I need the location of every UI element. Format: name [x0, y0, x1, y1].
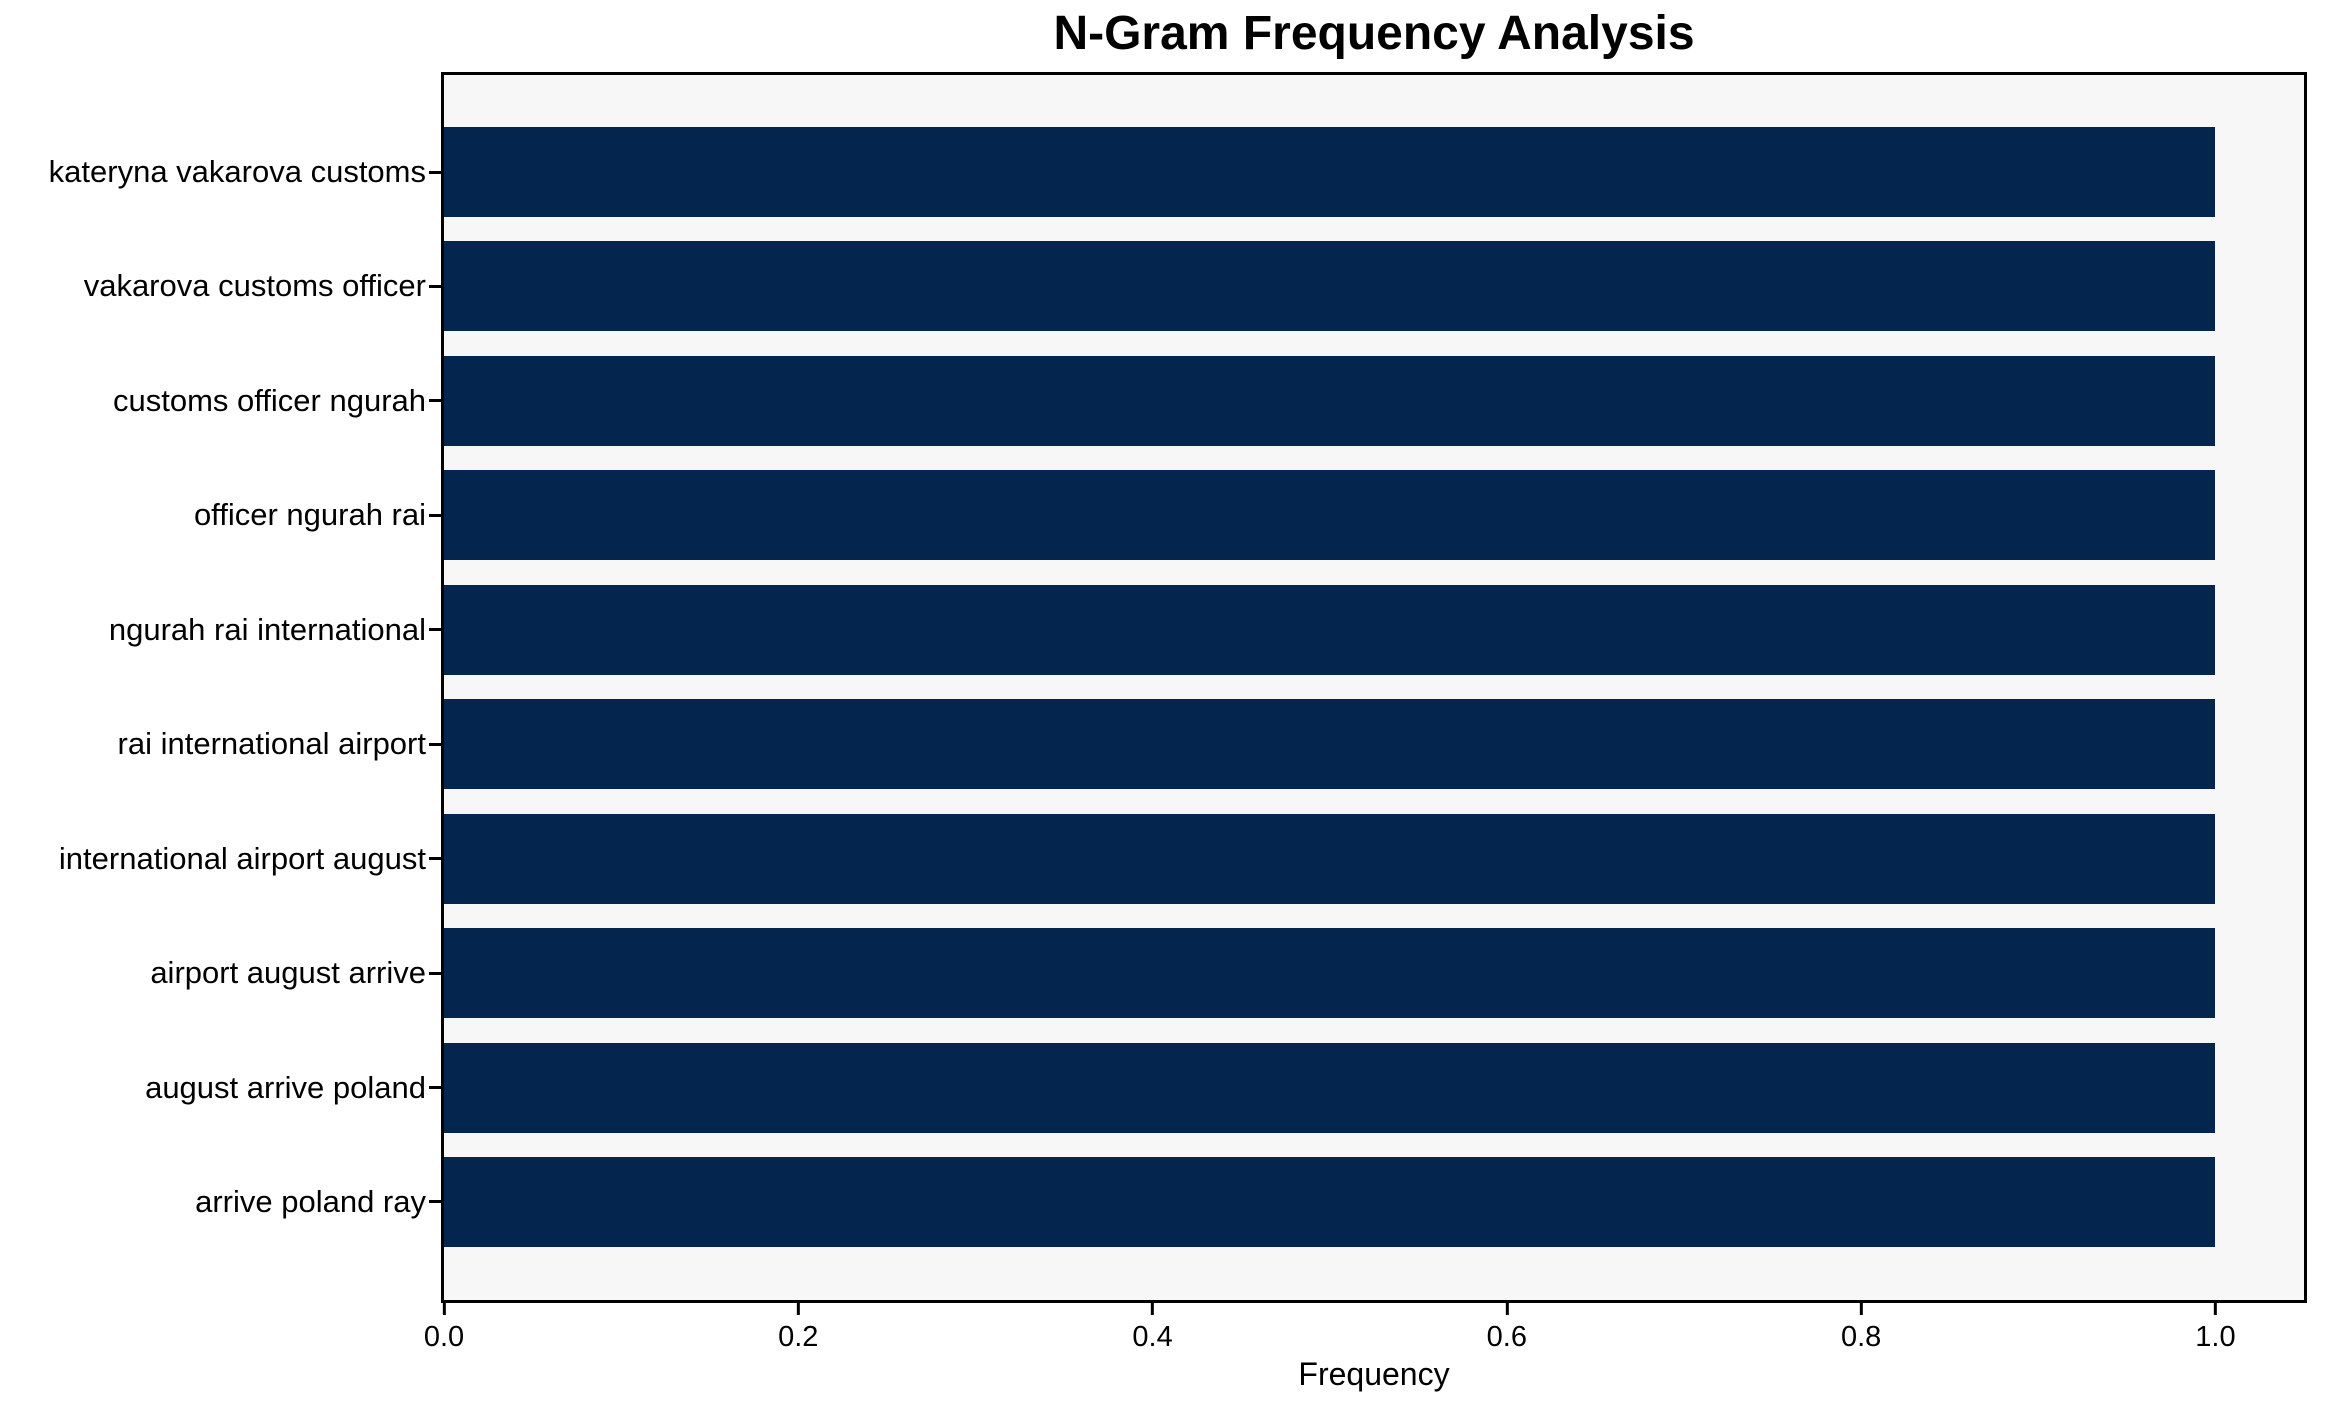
x-tick-label: 1.0 [2195, 1321, 2236, 1353]
x-tick-mark [442, 1303, 446, 1315]
bar [444, 470, 2216, 561]
y-tick-label: officer ngurah rai [193, 497, 426, 533]
y-tick-label: vakarova customs officer [83, 268, 426, 304]
x-tick-mark [1151, 1303, 1155, 1315]
bar-row [429, 699, 2304, 790]
y-tick-mark [429, 857, 441, 861]
bar [444, 813, 2216, 904]
bar-row [429, 241, 2304, 332]
x-tick-label: 0.4 [1132, 1321, 1173, 1353]
y-tick-mark [429, 170, 441, 174]
y-tick-label: kateryna vakarova customs [48, 154, 426, 189]
x-axis: 0.0 0.2 0.4 0.6 0.8 1.0 [424, 1303, 2304, 1363]
x-tick-label: 0.0 [423, 1321, 465, 1353]
x-axis-title: Frequency [1298, 1356, 1450, 1392]
bar-row [429, 1042, 2304, 1133]
bar-row [429, 1156, 2304, 1247]
bar [444, 584, 2216, 675]
x-tick-mark [796, 1303, 800, 1315]
y-tick-mark [429, 284, 441, 288]
y-tick-mark [429, 971, 441, 975]
x-tick-mark [1859, 1303, 1863, 1315]
y-tick-label: rai international airport [117, 726, 426, 762]
y-tick-label: airport august arrive [150, 955, 426, 991]
y-tick-label: international airport august [58, 840, 426, 876]
y-tick-mark [429, 742, 441, 746]
x-tick: 0.8 [1841, 1303, 1881, 1352]
bar [444, 127, 2216, 217]
bar-row [429, 470, 2304, 561]
bar-row [429, 127, 2304, 217]
bar [444, 699, 2216, 790]
x-tick-mark [1505, 1303, 1509, 1315]
bar-row [429, 355, 2304, 446]
x-tick: 0.6 [1487, 1303, 1527, 1352]
y-axis-tick-labels: kateryna vakarova customs vakarova custom… [0, 75, 426, 1300]
y-tick-mark [429, 1200, 441, 1204]
bar [444, 241, 2216, 332]
x-tick-label: 0.6 [1486, 1321, 1528, 1353]
bar-series [429, 75, 2304, 1300]
y-tick-mark [429, 399, 441, 403]
bar [444, 928, 2216, 1019]
y-tick-label: ngurah rai international [108, 611, 426, 647]
bar [444, 1042, 2216, 1133]
bar [444, 355, 2216, 446]
y-tick-label: arrive poland ray [195, 1183, 426, 1219]
y-tick-mark [429, 628, 441, 632]
bar-row [429, 813, 2304, 904]
y-tick-label: august arrive poland [145, 1069, 426, 1105]
y-tick-label: customs officer ngurah [112, 382, 426, 418]
x-tick: 0.4 [1132, 1303, 1173, 1353]
y-tick-mark [429, 1086, 441, 1089]
x-tick-label: 0.2 [778, 1321, 819, 1353]
bar-row [429, 928, 2304, 1019]
x-tick: 0.0 [424, 1303, 464, 1352]
x-tick-mark [2213, 1303, 2217, 1315]
x-tick: 1.0 [2195, 1303, 2236, 1353]
y-tick-mark [429, 513, 441, 517]
plot-area [429, 72, 2307, 1303]
x-tick-label: 0.8 [1840, 1321, 1882, 1353]
bar [444, 1156, 2216, 1247]
chart-title: N-Gram Frequency Analysis [1053, 7, 1695, 60]
bar-row [429, 584, 2304, 675]
x-tick: 0.2 [778, 1303, 818, 1352]
